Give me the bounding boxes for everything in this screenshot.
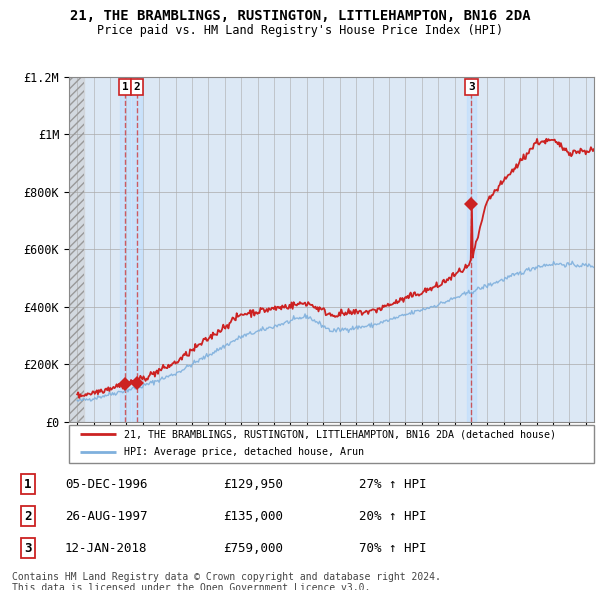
FancyBboxPatch shape xyxy=(69,425,594,463)
Text: 1: 1 xyxy=(24,478,32,491)
Text: 21, THE BRAMBLINGS, RUSTINGTON, LITTLEHAMPTON, BN16 2DA (detached house): 21, THE BRAMBLINGS, RUSTINGTON, LITTLEHA… xyxy=(124,430,556,440)
Text: 27% ↑ HPI: 27% ↑ HPI xyxy=(359,478,426,491)
Text: HPI: Average price, detached house, Arun: HPI: Average price, detached house, Arun xyxy=(124,447,364,457)
Text: 21, THE BRAMBLINGS, RUSTINGTON, LITTLEHAMPTON, BN16 2DA: 21, THE BRAMBLINGS, RUSTINGTON, LITTLEHA… xyxy=(70,9,530,23)
Text: 2: 2 xyxy=(24,510,32,523)
Bar xyxy=(132,77,142,422)
Text: 26-AUG-1997: 26-AUG-1997 xyxy=(65,510,148,523)
Text: Price paid vs. HM Land Registry's House Price Index (HPI): Price paid vs. HM Land Registry's House … xyxy=(97,24,503,37)
Text: £759,000: £759,000 xyxy=(224,542,284,555)
Text: 05-DEC-1996: 05-DEC-1996 xyxy=(65,478,148,491)
Text: This data is licensed under the Open Government Licence v3.0.: This data is licensed under the Open Gov… xyxy=(12,583,370,590)
Text: 1: 1 xyxy=(122,82,128,92)
Text: 12-JAN-2018: 12-JAN-2018 xyxy=(65,542,148,555)
Bar xyxy=(467,77,476,422)
Text: 3: 3 xyxy=(24,542,32,555)
Bar xyxy=(69,77,84,422)
Bar xyxy=(120,77,130,422)
Text: 20% ↑ HPI: 20% ↑ HPI xyxy=(359,510,426,523)
Text: Contains HM Land Registry data © Crown copyright and database right 2024.: Contains HM Land Registry data © Crown c… xyxy=(12,572,441,582)
Bar xyxy=(69,77,84,422)
Text: 3: 3 xyxy=(468,82,475,92)
Text: 2: 2 xyxy=(134,82,140,92)
Text: £135,000: £135,000 xyxy=(224,510,284,523)
Text: £129,950: £129,950 xyxy=(224,478,284,491)
Text: 70% ↑ HPI: 70% ↑ HPI xyxy=(359,542,426,555)
